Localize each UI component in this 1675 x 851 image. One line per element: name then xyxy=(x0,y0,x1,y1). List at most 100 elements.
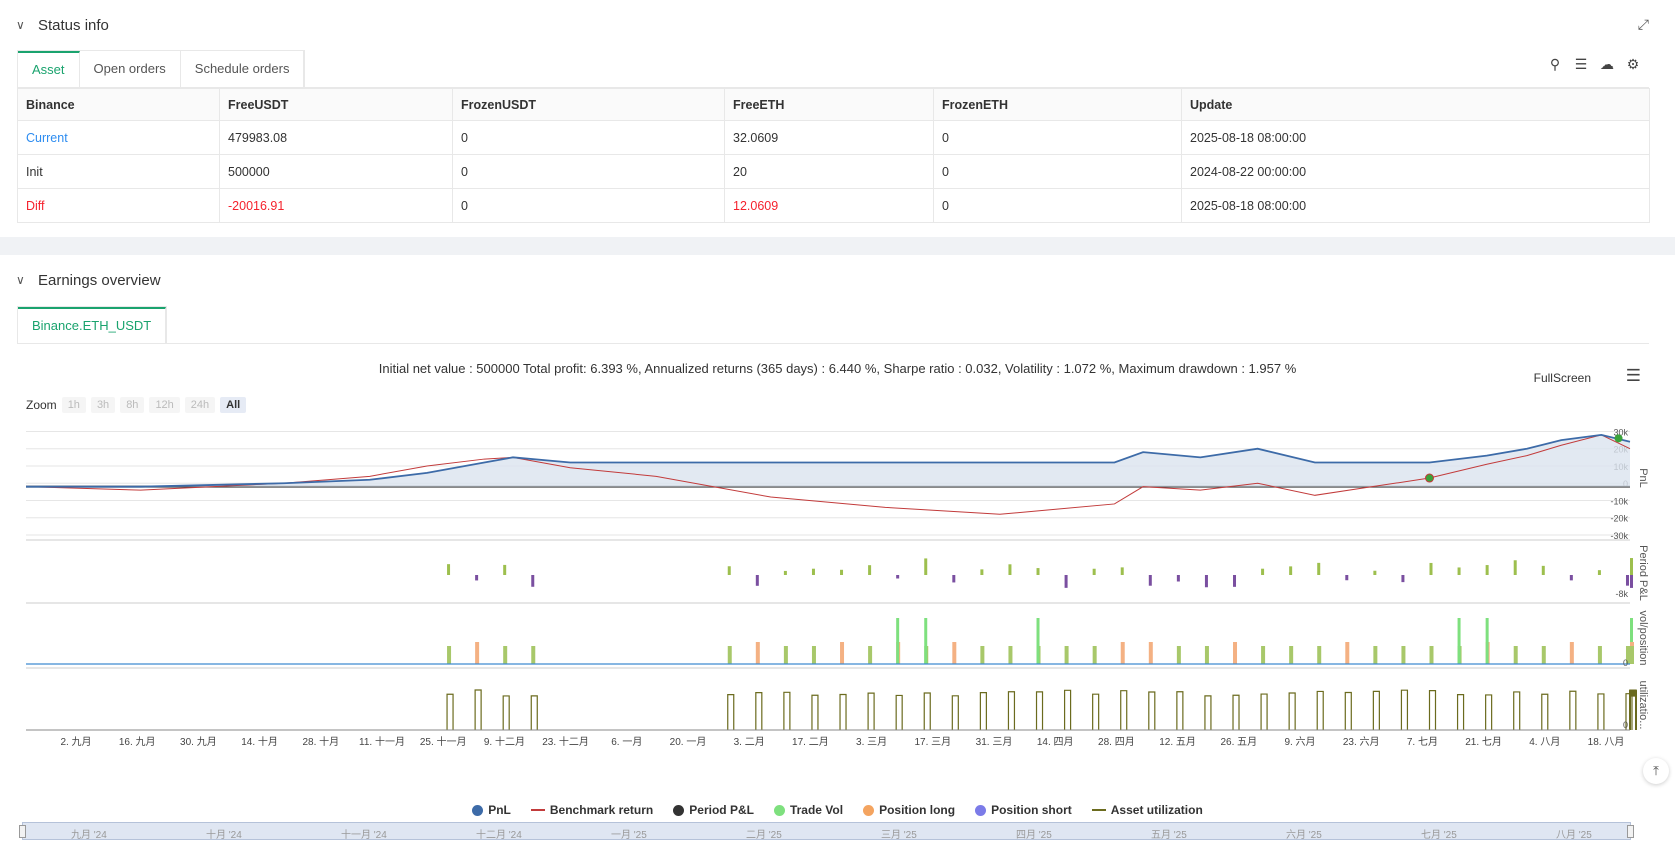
zoom-8h-button[interactable]: 8h xyxy=(120,397,145,413)
hamburger-menu-icon[interactable]: ☰ xyxy=(1625,366,1641,385)
period-pnl-bar xyxy=(1457,567,1461,575)
collapse-icon[interactable]: ⤢ xyxy=(1637,16,1649,32)
trade-vol-bar xyxy=(1036,618,1040,664)
legend-item[interactable]: Period P&L xyxy=(673,803,754,817)
legend-item[interactable]: Benchmark return xyxy=(530,803,654,817)
position-bar xyxy=(1513,646,1518,664)
column-header: Update xyxy=(1181,88,1650,121)
zoom-3h-button[interactable]: 3h xyxy=(90,397,116,413)
status-info-header[interactable]: ∨ Status info xyxy=(16,14,109,36)
period-pnl-bar xyxy=(1373,570,1377,575)
utilization-step xyxy=(1629,693,1637,730)
tab-schedule-orders[interactable]: Schedule orders xyxy=(180,51,305,87)
utilization-step xyxy=(1569,690,1577,730)
period-pnl-bar xyxy=(924,558,928,575)
utilization-step xyxy=(1629,693,1637,730)
period-pnl-bar xyxy=(896,575,900,579)
fullscreen-button[interactable]: FullScreen xyxy=(1533,371,1591,385)
period-pnl-bar xyxy=(1630,575,1633,586)
utilization-step xyxy=(1629,694,1637,730)
x-tick-label: 3. 三月 xyxy=(856,736,887,748)
utilization-step xyxy=(1629,690,1637,730)
x-tick-label: 3. 二月 xyxy=(734,736,765,748)
row-label-init: Init xyxy=(17,154,220,189)
navigator-label: 九月 '24 xyxy=(71,830,107,841)
utilization-step xyxy=(1288,692,1296,730)
position-bar xyxy=(531,646,536,664)
period-pnl-bar xyxy=(980,569,984,575)
position-bar xyxy=(1204,646,1209,664)
utilization-step xyxy=(446,693,454,730)
utilization-step xyxy=(1629,691,1637,730)
trade-marker xyxy=(1614,434,1623,443)
gear-icon[interactable]: ⚙ xyxy=(1626,56,1640,72)
position-bar xyxy=(1064,646,1069,664)
utilization-step xyxy=(1629,691,1637,730)
legend-label: Asset utilization xyxy=(1110,803,1203,817)
utilization-step xyxy=(1629,692,1637,730)
navigator-label: 十二月 '24 xyxy=(476,830,522,841)
x-tick-label: 28. 四月 xyxy=(1098,736,1135,748)
legend-item[interactable]: Trade Vol xyxy=(773,803,844,817)
utilization-step xyxy=(1629,690,1637,730)
zoom-24h-button[interactable]: 24h xyxy=(184,397,216,413)
legend-item[interactable]: Asset utilization xyxy=(1091,803,1203,817)
utilization-step xyxy=(1204,695,1212,730)
legend-label: Trade Vol xyxy=(789,803,844,817)
utilization-step xyxy=(951,695,959,730)
search-icon[interactable]: ⚲ xyxy=(1549,56,1561,72)
table-cell: 12.0609 xyxy=(724,188,934,223)
utilization-step xyxy=(1629,695,1637,730)
period-pnl-bar xyxy=(840,569,844,575)
navigator-label: 八月 '25 xyxy=(1556,830,1592,841)
position-bar xyxy=(1630,646,1634,664)
legend-label: Benchmark return xyxy=(549,803,654,817)
utilization-step xyxy=(1629,692,1637,730)
zoom-all-button[interactable]: All xyxy=(220,397,247,413)
utilization-step xyxy=(1629,694,1637,730)
period-pnl-bar xyxy=(531,575,535,587)
legend-item[interactable]: Position long xyxy=(863,803,955,817)
chart-navigator[interactable]: 九月 '24 十月 '24 十一月 '24 十二月 '24 一月 '25 二月 '25 三月… xyxy=(19,822,1634,841)
trade-vol-bar xyxy=(1457,618,1461,664)
navigator-label: 六月 '25 xyxy=(1286,830,1322,841)
period-pnl-bar xyxy=(503,564,507,575)
legend-item[interactable]: Position short xyxy=(975,803,1072,817)
scroll-to-top-button[interactable]: ⤒ xyxy=(1643,758,1669,784)
chevron-down-icon[interactable]: ∨ xyxy=(16,273,25,287)
tab-divider xyxy=(17,343,1649,344)
utilization-step xyxy=(1120,690,1128,730)
navigator-left-handle[interactable] xyxy=(19,825,26,838)
y-tick-label: 0 xyxy=(1623,658,1628,668)
row-label-current[interactable]: Current xyxy=(17,120,220,155)
legend-item[interactable]: PnL xyxy=(472,803,511,817)
navigator-label: 三月 '25 xyxy=(881,830,917,841)
period-pnl-bar xyxy=(1569,575,1573,581)
table-cell: 0 xyxy=(933,154,1182,189)
x-tick-label: 21. 七月 xyxy=(1465,736,1502,748)
y-tick-label: 0 xyxy=(1623,720,1628,730)
zoom-1h-button[interactable]: 1h xyxy=(61,397,86,413)
earnings-header[interactable]: ∨ Earnings overview xyxy=(16,269,161,291)
tab-binance-eth-usdt[interactable]: Binance.ETH_USDT xyxy=(18,307,167,343)
position-bar xyxy=(1233,642,1238,664)
list-icon[interactable]: ☰ xyxy=(1574,56,1588,72)
legend-label: PnL xyxy=(488,803,511,817)
utilization-step xyxy=(783,691,791,730)
navigator-label: 七月 '25 xyxy=(1421,830,1457,841)
column-header: FrozenUSDT xyxy=(452,88,725,121)
chevron-down-icon[interactable]: ∨ xyxy=(16,18,25,32)
table-cell: 20 xyxy=(724,154,934,189)
position-bar xyxy=(475,642,480,664)
tab-asset[interactable]: Asset xyxy=(18,51,80,87)
table-cell: 32.0609 xyxy=(724,120,934,155)
navigator-right-handle[interactable] xyxy=(1627,825,1634,838)
tab-open-orders[interactable]: Open orders xyxy=(79,51,181,87)
utilization-step xyxy=(1176,691,1184,730)
navigator-label: 十一月 '24 xyxy=(341,830,387,841)
position-bar xyxy=(1176,646,1181,664)
zoom-12h-button[interactable]: 12h xyxy=(149,397,180,413)
table-toolbar: ⚲ ☰ ☁ ⚙ xyxy=(1547,56,1641,73)
cloud-download-icon[interactable]: ☁ xyxy=(1600,56,1614,72)
utilization-step xyxy=(1629,691,1637,730)
